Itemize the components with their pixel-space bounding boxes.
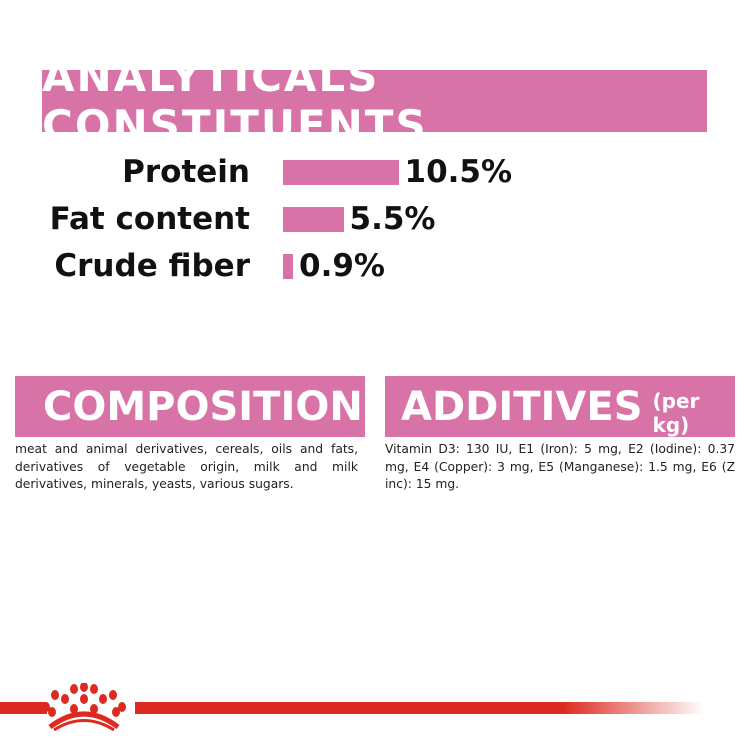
constituent-row: Fat content 5.5% bbox=[0, 201, 436, 237]
constituent-label: Fat content bbox=[49, 201, 250, 237]
constituent-label: Crude fiber bbox=[54, 248, 250, 284]
composition-heading: COMPOSITION bbox=[43, 383, 363, 430]
brand-line-right bbox=[135, 702, 705, 714]
additives-unit: (per kg) bbox=[652, 388, 700, 437]
composition-title: COMPOSITION bbox=[15, 376, 365, 437]
constituent-bar bbox=[283, 253, 293, 279]
brand-line-left bbox=[0, 702, 47, 714]
constituent-row: Protein 10.5% bbox=[0, 154, 513, 190]
constituent-row: Crude fiber 0.9% bbox=[0, 248, 385, 284]
analyticals-title: ANALYTICALS CONSTITUENTS bbox=[42, 52, 707, 150]
constituent-label: Protein bbox=[122, 154, 250, 190]
constituent-value: 0.9% bbox=[299, 248, 385, 284]
royal-canin-crown-logo bbox=[42, 683, 126, 731]
constituent-value: 10.5% bbox=[404, 154, 513, 190]
additives-heading: ADDITIVES bbox=[401, 383, 643, 430]
composition-text: meat and animal derivatives, cereals, oi… bbox=[15, 442, 358, 491]
constituent-value: 5.5% bbox=[349, 201, 436, 237]
constituent-bar bbox=[283, 159, 399, 185]
additives-title: ADDITIVES (per kg) bbox=[385, 376, 735, 437]
constituent-bar bbox=[283, 206, 344, 232]
additives-text: Vitamin D3: 130 IU, E1 (Iron): 5 mg, E2 … bbox=[385, 442, 735, 491]
